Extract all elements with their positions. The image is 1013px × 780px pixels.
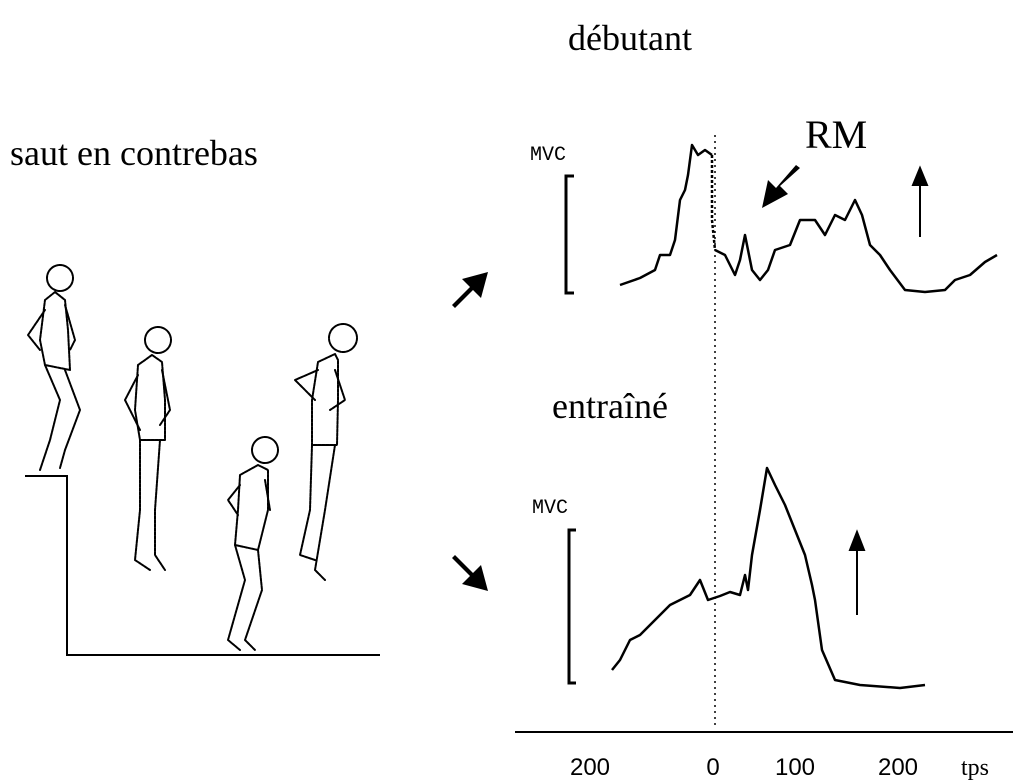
emg-trace [619,143,713,287]
tick-label: 200 [878,754,918,780]
mvc-bracket [564,174,574,295]
jumper [124,326,172,571]
jumper [294,323,358,581]
emg-trace [710,155,717,251]
bold-arrow [762,165,800,208]
title: saut en contrebas [10,133,258,173]
jumper [27,264,81,471]
tick-label: 0 [706,754,719,780]
mvc-bracket [567,528,576,685]
jumper [227,436,279,651]
emg-trace [611,466,926,690]
axis-unit: tps [961,755,989,780]
y-label: MVC [532,497,568,520]
arrow [848,165,929,615]
panel-label: entraîné [552,386,668,426]
y-label: MVC [530,144,566,167]
tick-label: 200 [570,754,610,780]
platform [25,475,380,656]
bold-arrow [452,272,488,308]
annotation: RM [805,112,867,157]
emg-trace [714,198,998,294]
tick-label: 100 [775,754,815,780]
panel-label: débutant [568,18,692,58]
bold-arrow [452,555,488,591]
